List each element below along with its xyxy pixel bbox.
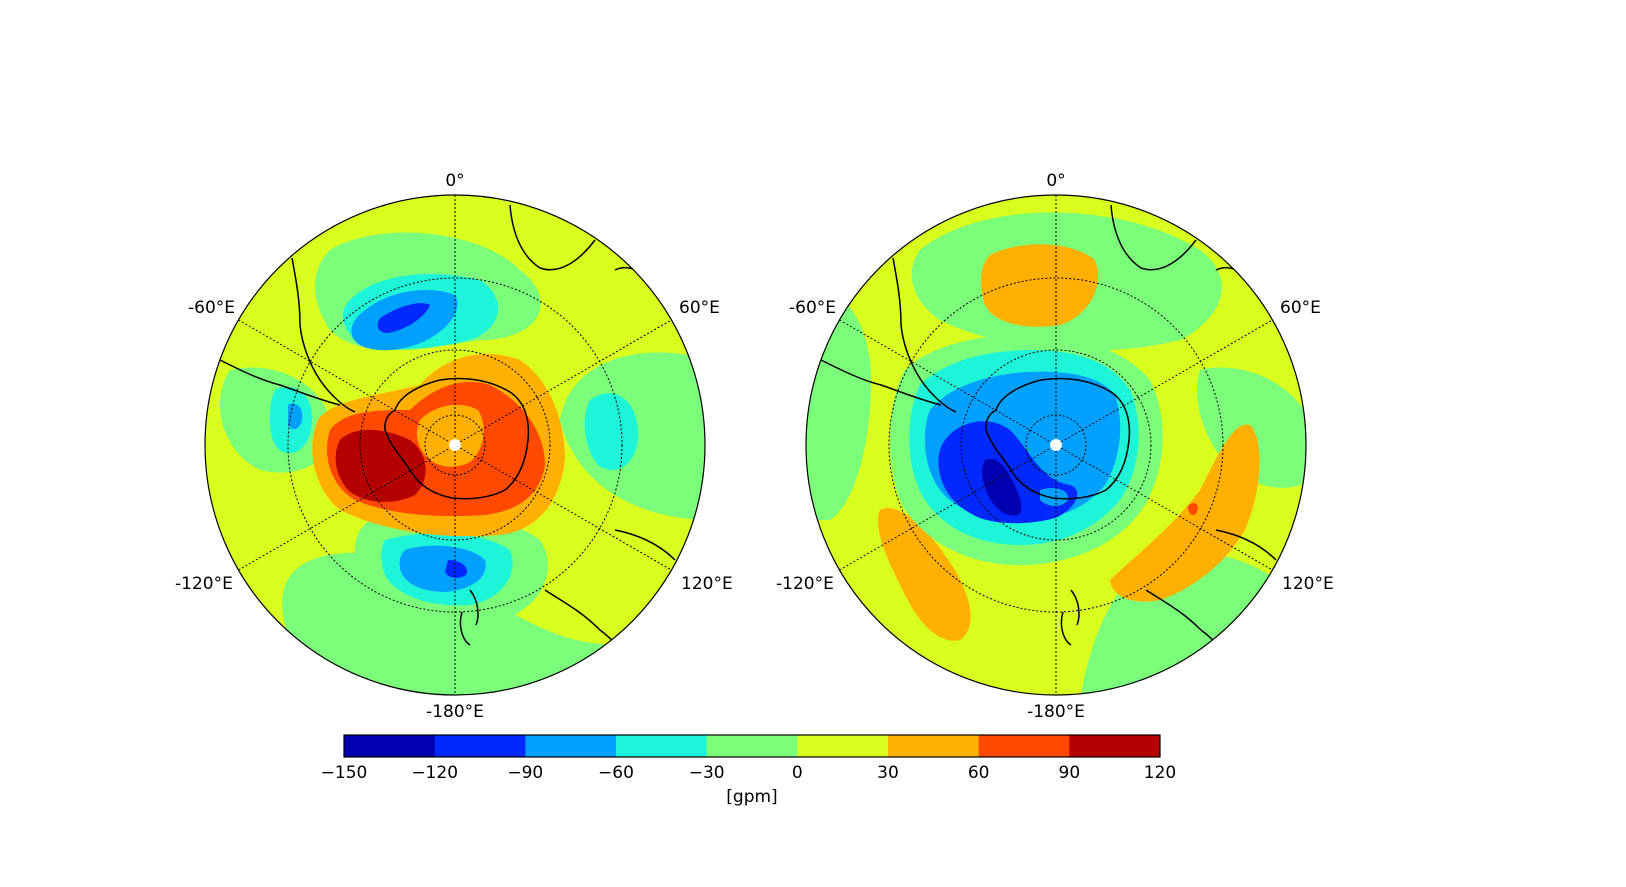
coastline-south-america: [892, 257, 957, 413]
field-contour: [1110, 424, 1260, 602]
colorbar-frame: [343, 734, 1161, 758]
map-right-label-bottom: -180°E: [1027, 702, 1085, 722]
colorbar-tick-label: −120: [411, 763, 458, 783]
colorbar-tick-label: −30: [689, 763, 725, 783]
polar-map-right: 0° -60°E 60°E -120°E 120°E -180°E: [776, 171, 1334, 722]
field-contour: [878, 508, 971, 641]
colorbar-tick-label: −90: [507, 763, 543, 783]
colorbar-tick-label: 30: [877, 763, 899, 783]
colorbar-tick-label: −150: [321, 763, 368, 783]
colorbar-tick-label: 90: [1059, 763, 1081, 783]
colorbar-segments: [344, 735, 1161, 757]
map-right-boundary: [805, 194, 1307, 696]
map-right-label-upper-right: 60°E: [1280, 298, 1321, 318]
coastline-antarctica: [985, 377, 1131, 500]
field-contour: [288, 403, 303, 430]
colorbar-tick-label: 60: [968, 763, 990, 783]
field-contour: [445, 560, 468, 578]
latitude-circle: [888, 277, 1224, 613]
map-left-label-top: 0°: [445, 171, 464, 191]
map-left-pole-dot: [449, 439, 461, 451]
colorbar-segment: [616, 735, 708, 757]
map-left-field: [205, 195, 705, 695]
map-right-label-lower-right: 120°E: [1282, 574, 1334, 594]
colorbar-segment: [978, 735, 1070, 757]
colorbar-segment: [706, 735, 798, 757]
coastline-africa: [1110, 204, 1197, 271]
field-contour: [335, 429, 426, 502]
colorbar-tick-label: −60: [598, 763, 634, 783]
colorbar: −150 −120 −90 −60 −30 0 30 60 90 120 [gpm]: [321, 734, 1177, 807]
coastline-africa: [509, 204, 596, 271]
field-contour: [982, 458, 1022, 516]
colorbar-tick-label: 120: [1144, 763, 1176, 783]
field-contour: [584, 393, 639, 470]
map-left-boundary: [204, 194, 706, 696]
colorbar-ticks: −150 −120 −90 −60 −30 0 30 60 90 120: [321, 763, 1177, 783]
colorbar-segment: [525, 735, 617, 757]
colorbar-label: [gpm]: [726, 787, 777, 807]
field-contour: [417, 404, 484, 467]
map-left-label-upper-right: 60°E: [679, 298, 720, 318]
field-contour: [980, 244, 1099, 327]
map-right-label-lower-left: -120°E: [776, 574, 834, 594]
map-left-label-lower-right: 120°E: [681, 574, 733, 594]
colorbar-segment: [434, 735, 526, 757]
field-contour: [377, 303, 430, 333]
map-right-label-top: 0°: [1046, 171, 1065, 191]
field-contour: [1188, 503, 1198, 516]
map-left-label-bottom: -180°E: [426, 702, 484, 722]
coastline-south-america-east: [820, 359, 942, 406]
map-left-label-upper-left: -60°E: [188, 298, 235, 318]
field-contour: [1040, 488, 1069, 506]
polar-map-left: 0° -60°E 60°E -120°E 120°E -180°E: [175, 171, 733, 722]
colorbar-segment: [797, 735, 889, 757]
map-right-label-upper-left: -60°E: [789, 298, 836, 318]
coastline-new-zealand: [459, 589, 479, 646]
map-left-label-lower-left: -120°E: [175, 574, 233, 594]
coastline-antarctica: [384, 377, 530, 500]
colorbar-tick-label: 0: [792, 763, 803, 783]
latitude-circle: [287, 277, 623, 613]
map-right-pole-dot: [1050, 439, 1062, 451]
coastline-south-america: [291, 257, 356, 413]
coastline-south-america-east: [219, 359, 341, 406]
colorbar-segment: [344, 735, 436, 757]
coastline-new-zealand: [1060, 589, 1080, 646]
colorbar-segment: [888, 735, 980, 757]
colorbar-segment: [1069, 735, 1161, 757]
field-contour: [399, 545, 486, 592]
